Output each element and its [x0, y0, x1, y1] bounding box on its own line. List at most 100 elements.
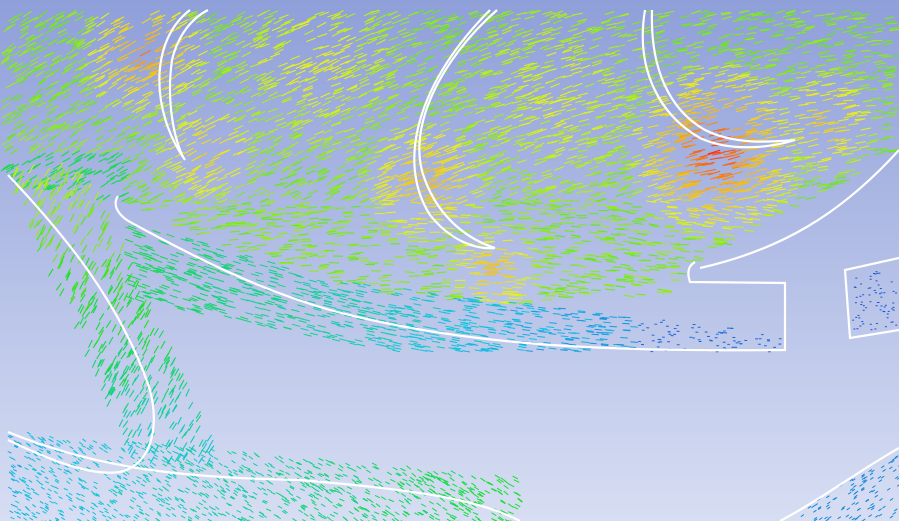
velocity-vector [339, 60, 350, 66]
velocity-vector [808, 131, 821, 135]
velocity-vector [595, 27, 605, 32]
velocity-vector [227, 205, 237, 208]
velocity-vector [526, 203, 537, 206]
velocity-vector [615, 25, 626, 29]
velocity-vector [797, 61, 807, 65]
velocity-vector [572, 70, 583, 75]
velocity-vector [485, 18, 496, 22]
velocity-vector [736, 55, 747, 59]
velocity-vector [427, 176, 440, 181]
velocity-vector [291, 121, 302, 127]
velocity-vector [541, 92, 552, 97]
velocity-vector [188, 176, 199, 182]
velocity-vector [45, 28, 55, 34]
velocity-vector [262, 171, 272, 176]
velocity-vector [449, 107, 460, 112]
velocity-vector [51, 91, 61, 98]
velocity-vector [244, 165, 255, 171]
velocity-vector [482, 176, 493, 181]
velocity-vector [701, 32, 712, 36]
velocity-vector [752, 159, 764, 162]
velocity-vector [162, 161, 173, 167]
velocity-vector [534, 142, 545, 148]
velocity-vector [497, 132, 508, 138]
velocity-vector [286, 109, 297, 115]
velocity-vector [225, 97, 235, 104]
velocity-vector [295, 70, 306, 75]
velocity-vector [690, 54, 701, 59]
velocity-vector [623, 176, 634, 180]
velocity-vector [347, 86, 358, 91]
velocity-vector [600, 20, 611, 25]
velocity-vector [657, 172, 669, 177]
velocity-vector [185, 172, 196, 179]
velocity-vector [345, 13, 356, 18]
velocity-vector [405, 251, 417, 254]
velocity-vector [510, 69, 521, 75]
velocity-vector [269, 143, 279, 149]
velocity-vector [263, 79, 274, 85]
velocity-vector [79, 88, 89, 94]
velocity-vector [391, 188, 403, 193]
velocity-vector [238, 64, 249, 69]
velocity-vector [355, 148, 365, 154]
velocity-vector [99, 42, 110, 49]
velocity-vector [116, 165, 125, 172]
velocity-vector [239, 21, 250, 28]
velocity-vector [576, 18, 587, 23]
velocity-vector [632, 284, 643, 287]
velocity-vector [704, 204, 716, 207]
velocity-vector [361, 237, 372, 240]
velocity-vector [582, 28, 593, 33]
velocity-vector [693, 45, 704, 49]
velocity-vector [565, 291, 576, 295]
velocity-vector [461, 129, 472, 134]
velocity-vector [572, 82, 583, 88]
velocity-vector [462, 140, 473, 145]
velocity-vector [850, 62, 861, 65]
velocity-vector [206, 169, 217, 175]
velocity-vector [563, 348, 572, 350]
velocity-vector [880, 137, 890, 141]
velocity-vector [321, 100, 332, 106]
velocity-vector [521, 74, 532, 80]
velocity-vector [492, 37, 503, 42]
velocity-vector [289, 124, 299, 130]
velocity-vector [574, 44, 585, 49]
velocity-vector [662, 193, 674, 197]
velocity-vector [572, 35, 583, 40]
velocity-vector [637, 218, 648, 222]
velocity-vector [537, 100, 548, 105]
velocity-vector [176, 115, 186, 122]
velocity-vector [701, 91, 713, 95]
velocity-vector [129, 131, 139, 137]
velocity-vector [155, 14, 166, 20]
velocity-vector [773, 34, 784, 38]
velocity-vector [551, 112, 562, 117]
velocity-vector [759, 101, 771, 105]
velocity-vector [761, 28, 772, 32]
velocity-vector [397, 62, 407, 68]
velocity-vector [602, 141, 613, 145]
velocity-vector [785, 68, 796, 72]
velocity-vector [478, 47, 489, 52]
velocity-vector [531, 260, 542, 263]
velocity-vector [807, 41, 818, 45]
velocity-vector [188, 12, 198, 18]
velocity-vector [732, 151, 745, 157]
velocity-vector [623, 252, 634, 256]
velocity-vector [838, 171, 849, 174]
velocity-vector [438, 91, 448, 96]
velocity-vector [215, 168, 225, 175]
velocity-vector [29, 51, 39, 57]
velocity-vector [171, 12, 182, 19]
velocity-vector [766, 181, 778, 186]
velocity-vector [809, 66, 820, 70]
velocity-vector [317, 33, 328, 38]
velocity-vector [748, 26, 758, 29]
velocity-vector [542, 96, 553, 102]
velocity-vector [835, 17, 846, 21]
velocity-vector [303, 87, 314, 92]
velocity-vector [121, 160, 131, 165]
velocity-vector [218, 50, 228, 56]
